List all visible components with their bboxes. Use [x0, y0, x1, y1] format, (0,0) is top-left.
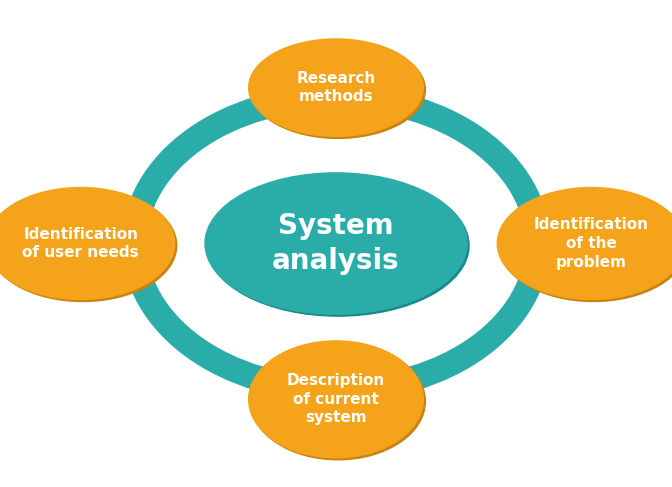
- Ellipse shape: [249, 341, 423, 458]
- Text: System
analysis: System analysis: [272, 212, 400, 275]
- Ellipse shape: [249, 39, 423, 136]
- Text: Identification
of the
problem: Identification of the problem: [534, 217, 649, 270]
- Ellipse shape: [497, 187, 672, 300]
- Text: Research
methods: Research methods: [296, 71, 376, 104]
- Ellipse shape: [251, 343, 425, 460]
- Ellipse shape: [207, 175, 469, 316]
- Ellipse shape: [499, 189, 672, 301]
- Text: Identification
of user needs: Identification of user needs: [22, 227, 139, 260]
- Ellipse shape: [205, 173, 467, 314]
- Text: Description
of current
system: Description of current system: [287, 373, 385, 426]
- Ellipse shape: [251, 41, 425, 138]
- Ellipse shape: [0, 189, 177, 301]
- Ellipse shape: [0, 187, 175, 300]
